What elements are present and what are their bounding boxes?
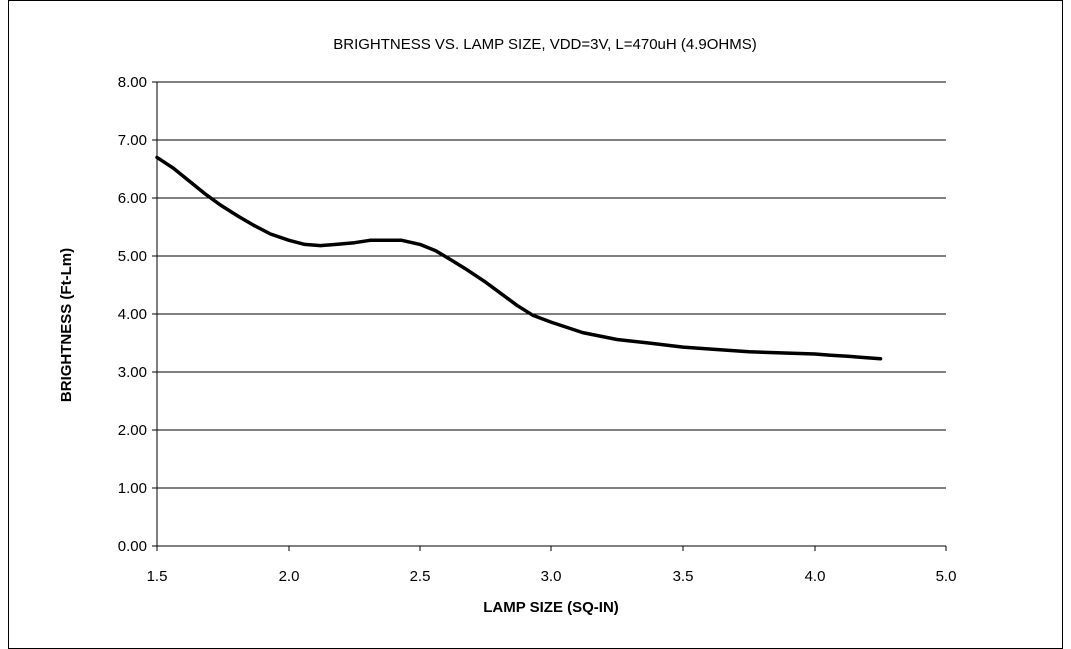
x-tick-labels: 1.5 2.0 2.5 3.0 3.5 4.0 5.0 [147, 568, 957, 585]
series-line [155, 155, 883, 361]
y-tick-labels: 0.00 1.00 2.00 3.00 4.00 5.00 6.00 7.00 8.00 [118, 74, 147, 555]
x-tick-label: 5.0 [936, 568, 957, 585]
gridlines [157, 81, 946, 489]
chart-border [8, 0, 1063, 649]
x-tick-label: 2.0 [279, 568, 300, 585]
y-tick-label: 8.00 [118, 74, 147, 91]
y-tick-label: 2.00 [118, 422, 147, 439]
y-tick-label: 6.00 [118, 190, 147, 207]
y-tick-label: 4.00 [118, 306, 147, 323]
y-tick-label: 3.00 [118, 364, 147, 381]
x-axis-title: LAMP SIZE (SQ-IN) [483, 599, 619, 616]
chart-title: BRIGHTNESS VS. LAMP SIZE, VDD=3V, L=470u… [333, 36, 757, 53]
y-tick-label: 5.00 [118, 248, 147, 265]
x-tick-label: 1.5 [147, 568, 168, 585]
y-tick-label: 0.00 [118, 538, 147, 555]
x-tick-label: 3.5 [673, 568, 694, 585]
y-axis-title: BRIGHTNESS (Ft-Lm) [58, 248, 75, 402]
x-tick-label: 4.0 [805, 568, 826, 585]
y-tick-label: 1.00 [118, 480, 147, 497]
x-tick-label: 3.0 [541, 568, 562, 585]
series-layer [155, 155, 883, 361]
x-tick-label: 2.5 [410, 568, 431, 585]
y-tick-label: 7.00 [118, 132, 147, 149]
